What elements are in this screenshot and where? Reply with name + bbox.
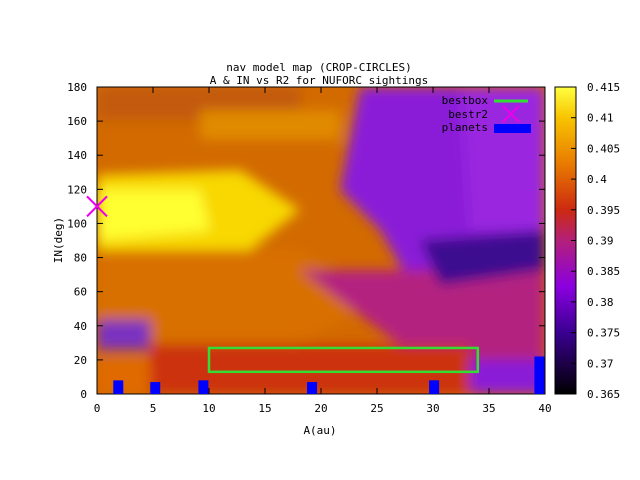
x-tick-label: 10 bbox=[202, 402, 215, 415]
y-tick-label: 120 bbox=[67, 183, 87, 196]
colorbar-tick-label: 0.4 bbox=[587, 173, 607, 186]
y-tick-label: 80 bbox=[74, 252, 87, 265]
legend: bestbox bestr2 planets bbox=[442, 94, 531, 134]
y-tick-label: 180 bbox=[67, 81, 87, 94]
planet-bar bbox=[113, 380, 124, 394]
x-tick-label: 5 bbox=[150, 402, 157, 415]
x-tick-label: 25 bbox=[370, 402, 383, 415]
x-tick-label: 40 bbox=[538, 402, 551, 415]
planet-bar bbox=[198, 380, 209, 394]
y-tick-label: 20 bbox=[74, 354, 87, 367]
colorbar-tick-label: 0.37 bbox=[587, 357, 614, 370]
bestbox-rect bbox=[207, 346, 480, 374]
planet-bar bbox=[307, 382, 318, 394]
colorbar-tick-label: 0.39 bbox=[587, 235, 614, 248]
colorbar-tick-label: 0.41 bbox=[587, 112, 614, 125]
x-tick-label: 35 bbox=[482, 402, 495, 415]
y-axis-label: IN(deg) bbox=[52, 217, 65, 263]
bestr2-stroke bbox=[86, 195, 108, 218]
legend-swatch-planets bbox=[494, 124, 531, 133]
y-tick-label: 100 bbox=[67, 217, 87, 230]
planet-bar bbox=[429, 380, 440, 394]
chart-title-line1: nav model map (CROP-CIRCLES) bbox=[226, 61, 411, 74]
colorbar-tick-label: 0.395 bbox=[587, 204, 620, 217]
x-tick-label: 0 bbox=[94, 402, 101, 415]
legend-label-planets: planets bbox=[442, 121, 488, 134]
x-tick-label: 15 bbox=[258, 402, 271, 415]
planet-bar bbox=[534, 356, 545, 394]
colorbar-ticks: 0.365 0.37 0.375 0.38 0.385 0.39 0.395 0.4 0.405… bbox=[571, 81, 620, 401]
colorbar-tick-label: 0.365 bbox=[587, 388, 620, 401]
y-tick-label: 160 bbox=[67, 115, 87, 128]
colorbar-tick-label: 0.405 bbox=[587, 142, 620, 155]
legend-label-bestr2: bestr2 bbox=[448, 108, 488, 121]
y-axis-ticks: 0 20 40 60 80 100 120 140 160 180 bbox=[67, 81, 545, 401]
bestr2-marker bbox=[86, 195, 108, 218]
legend-swatch-bestr2 bbox=[502, 105, 520, 123]
colorbar-tick-label: 0.385 bbox=[587, 265, 620, 278]
x-tick-label: 20 bbox=[314, 402, 327, 415]
legend-label-bestbox: bestbox bbox=[442, 94, 489, 107]
y-tick-label: 60 bbox=[74, 286, 87, 299]
planet-markers bbox=[113, 356, 545, 394]
planet-bar bbox=[150, 382, 161, 394]
heatmap-field bbox=[97, 87, 545, 394]
y-tick-label: 40 bbox=[74, 320, 87, 333]
colorbar-tick-label: 0.38 bbox=[587, 296, 614, 309]
y-tick-label: 0 bbox=[80, 388, 87, 401]
y-tick-label: 140 bbox=[67, 149, 87, 162]
x-tick-label: 30 bbox=[426, 402, 439, 415]
x-axis-label: A(au) bbox=[303, 424, 336, 437]
chart-title-line2: A & IN vs R2 for NUFORC sightings bbox=[210, 74, 429, 87]
x-axis-ticks: 0 5 10 15 20 25 30 35 40 bbox=[94, 87, 552, 415]
colorbar-tick-label: 0.415 bbox=[587, 81, 620, 94]
colorbar-tick-label: 0.375 bbox=[587, 327, 620, 340]
